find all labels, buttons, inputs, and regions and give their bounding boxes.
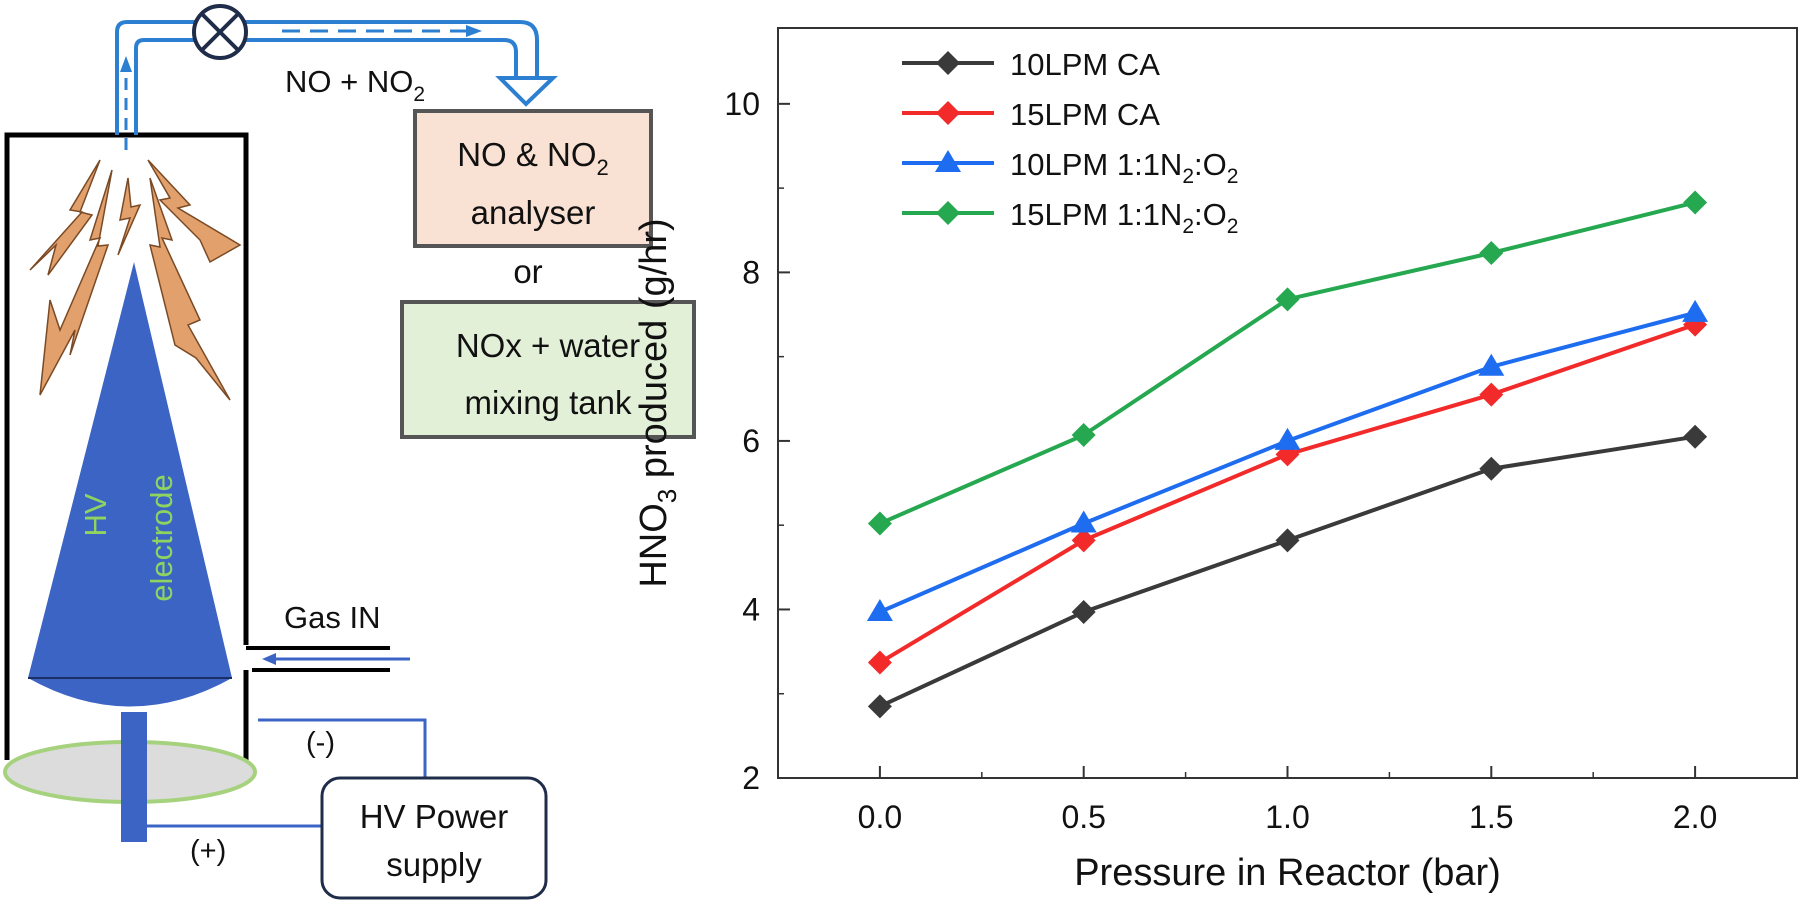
data-point bbox=[1479, 382, 1504, 407]
electrode-label-hv: HV bbox=[78, 493, 113, 536]
flow-right-arrowhead bbox=[466, 25, 482, 37]
spark bbox=[117, 177, 142, 256]
analyser-title: NO & NO2 bbox=[457, 136, 609, 180]
y-tick-label: 2 bbox=[742, 760, 760, 796]
hv-electrode-cone bbox=[28, 262, 232, 707]
or-text: or bbox=[513, 253, 542, 290]
data-point bbox=[1479, 456, 1504, 481]
x-axis-title: Pressure in Reactor (bar) bbox=[1074, 852, 1501, 894]
data-point bbox=[1683, 424, 1708, 449]
positive-terminal-label: (+) bbox=[190, 835, 226, 867]
data-point bbox=[1071, 599, 1096, 624]
series-line bbox=[879, 434, 1696, 709]
spark bbox=[29, 159, 101, 276]
series-4 bbox=[867, 190, 1708, 536]
data-point bbox=[1275, 287, 1300, 312]
legend-swatch-marker bbox=[936, 51, 960, 75]
y-tick-label: 8 bbox=[742, 254, 760, 290]
hv-power-supply-box bbox=[320, 776, 548, 900]
x-tick-label: 0.0 bbox=[858, 799, 902, 835]
legend-swatch-marker bbox=[936, 201, 960, 225]
data-point bbox=[1071, 423, 1096, 448]
data-point bbox=[1478, 353, 1505, 376]
electrode-stem bbox=[121, 712, 147, 842]
analyser-box bbox=[413, 109, 653, 248]
mixing-tank-line2: mixing tank bbox=[465, 384, 632, 421]
y-axis-title: HNO3 produced (g/hr) bbox=[633, 218, 682, 587]
y-tick-label: 4 bbox=[742, 591, 760, 627]
y-tick-label: 6 bbox=[742, 423, 760, 459]
data-point bbox=[1071, 528, 1096, 553]
axes: 0.0 0.5 1.0 1.5 2.0 2 4 6 8 10 bbox=[724, 86, 1717, 835]
power-supply-line1: HV Power bbox=[360, 798, 509, 835]
flow-label: NO + NO2 bbox=[285, 64, 425, 106]
power-supply-line2: supply bbox=[386, 846, 482, 883]
data-point bbox=[1274, 427, 1301, 450]
x-tick-label: 2.0 bbox=[1673, 799, 1717, 835]
reactor-diagram: HV electrode NO + NO2 NO bbox=[3, 4, 696, 900]
series-1 bbox=[867, 424, 1708, 719]
x-tick-label: 0.5 bbox=[1061, 799, 1105, 835]
legend-label: 15LPM CA bbox=[1010, 97, 1160, 132]
series-2 bbox=[867, 312, 1708, 675]
data-point bbox=[1070, 510, 1097, 533]
mixing-tank-box bbox=[400, 300, 696, 439]
gas-in-label: Gas IN bbox=[284, 600, 380, 635]
series-line bbox=[879, 200, 1696, 526]
legend-label: 10LPM 1:1N2:O2 bbox=[1010, 147, 1238, 188]
reactor-wall bbox=[4, 132, 249, 760]
spark bbox=[148, 177, 231, 401]
x-tick-label: 1.0 bbox=[1265, 799, 1309, 835]
data-point bbox=[867, 694, 892, 719]
plot-frame bbox=[777, 27, 1798, 779]
series-line bbox=[878, 322, 1696, 665]
y-tick-label: 10 bbox=[724, 86, 760, 122]
legend-entry: 15LPM 1:1N2:O2 bbox=[902, 197, 1238, 238]
exhaust-pipe bbox=[115, 20, 558, 150]
data-point bbox=[1479, 241, 1504, 265]
legend-label: 10LPM CA bbox=[1010, 47, 1160, 82]
gas-inlet-arrowhead bbox=[262, 653, 276, 665]
legend-swatch-marker bbox=[935, 150, 961, 172]
valve-icon bbox=[192, 4, 248, 60]
legend-entry: 10LPM CA bbox=[902, 47, 1160, 82]
legend-label: 15LPM 1:1N2:O2 bbox=[1010, 197, 1238, 238]
data-point bbox=[1682, 299, 1709, 322]
data-point bbox=[1683, 190, 1708, 215]
legend: 10LPM CA 15LPM CA 10LPM 1:1N2:O2 15LPM 1:1N… bbox=[902, 47, 1238, 238]
spark bbox=[147, 159, 242, 264]
legend-swatch-marker bbox=[936, 101, 960, 125]
data-point bbox=[867, 511, 892, 536]
negative-wire bbox=[258, 718, 427, 778]
mixing-tank-line1: NOx + water bbox=[456, 327, 640, 364]
legend-entry: 10LPM 1:1N2:O2 bbox=[902, 147, 1238, 188]
electrode-label-electrode: electrode bbox=[144, 474, 179, 602]
negative-terminal-label: (-) bbox=[306, 727, 335, 759]
series-3 bbox=[866, 299, 1709, 621]
data-point bbox=[866, 598, 893, 621]
analyser-subtitle: analyser bbox=[471, 194, 596, 231]
data-point bbox=[867, 650, 892, 675]
flow-arrowhead bbox=[495, 76, 558, 107]
series-layer bbox=[866, 190, 1709, 719]
flow-up-arrowhead bbox=[120, 56, 132, 72]
spark bbox=[39, 169, 113, 396]
plasma-discharge-sparks bbox=[29, 159, 242, 401]
x-tick-label: 1.5 bbox=[1469, 799, 1513, 835]
legend-entry: 15LPM CA bbox=[902, 97, 1160, 132]
data-point bbox=[1275, 528, 1300, 553]
